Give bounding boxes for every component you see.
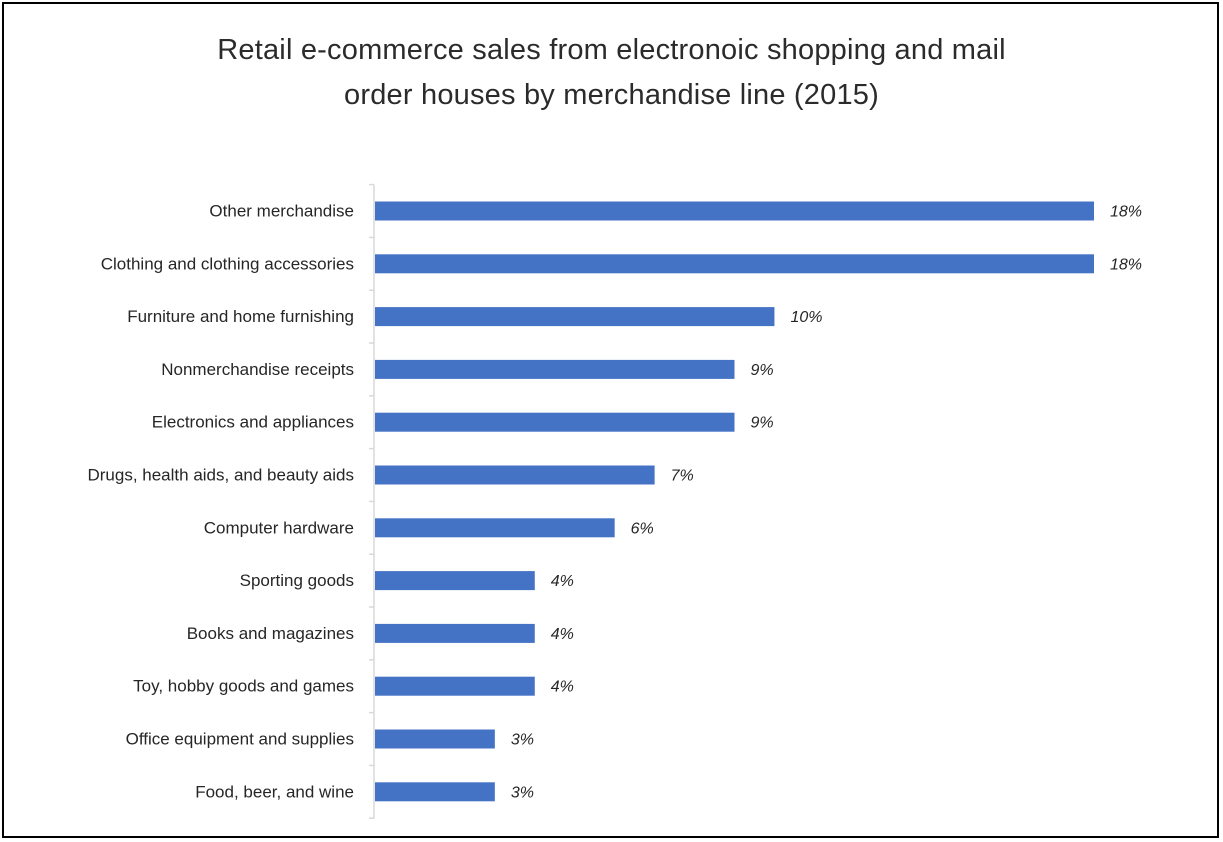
bar xyxy=(375,571,535,591)
data-label: 9% xyxy=(751,362,774,379)
bar xyxy=(375,201,1094,221)
data-label: 6% xyxy=(631,520,654,537)
bar xyxy=(375,782,495,802)
category-label: Furniture and home furnishing xyxy=(127,307,354,326)
category-label: Other merchandise xyxy=(209,202,354,221)
data-label: 10% xyxy=(790,309,822,326)
category-label: Books and magazines xyxy=(187,624,354,643)
bar xyxy=(375,254,1094,274)
data-label: 4% xyxy=(551,679,574,696)
category-label: Food, beer, and wine xyxy=(195,782,354,801)
category-label: Toy, hobby goods and games xyxy=(133,677,354,696)
category-labels: Other merchandise Clothing and clothing a… xyxy=(87,202,354,802)
data-label: 3% xyxy=(511,784,534,801)
data-label: 18% xyxy=(1110,204,1142,221)
category-label: Electronics and appliances xyxy=(152,413,354,432)
data-label: 18% xyxy=(1110,256,1142,273)
data-label: 9% xyxy=(751,415,774,432)
value-labels: 18% 18% 10% 9% 9% 7% 6% 4% 4% 4% 3% 3% xyxy=(511,204,1142,802)
bar xyxy=(375,676,535,696)
data-label: 3% xyxy=(511,732,534,749)
chart-title-line-1: Retail e-commerce sales from electronoic… xyxy=(217,34,1006,66)
category-label: Nonmerchandise receipts xyxy=(161,360,354,379)
category-label: Drugs, health aids, and beauty aids xyxy=(87,466,354,485)
bar xyxy=(375,623,535,643)
bar xyxy=(375,729,495,749)
chart-title: Retail e-commerce sales from electronoic… xyxy=(0,28,1223,118)
bar xyxy=(375,412,735,432)
data-label: 4% xyxy=(551,573,574,590)
bars xyxy=(375,201,1094,802)
category-label: Computer hardware xyxy=(204,518,354,537)
category-label: Office equipment and supplies xyxy=(126,730,354,749)
bar xyxy=(375,307,775,327)
category-label: Clothing and clothing accessories xyxy=(101,254,354,273)
data-label: 7% xyxy=(671,468,694,485)
chart-title-line-2: order houses by merchandise line (2015) xyxy=(344,79,879,111)
data-label: 4% xyxy=(551,626,574,643)
bar xyxy=(375,465,655,485)
bar xyxy=(375,359,735,379)
category-label: Sporting goods xyxy=(240,571,354,590)
bar xyxy=(375,518,615,538)
category-axis xyxy=(369,183,375,819)
